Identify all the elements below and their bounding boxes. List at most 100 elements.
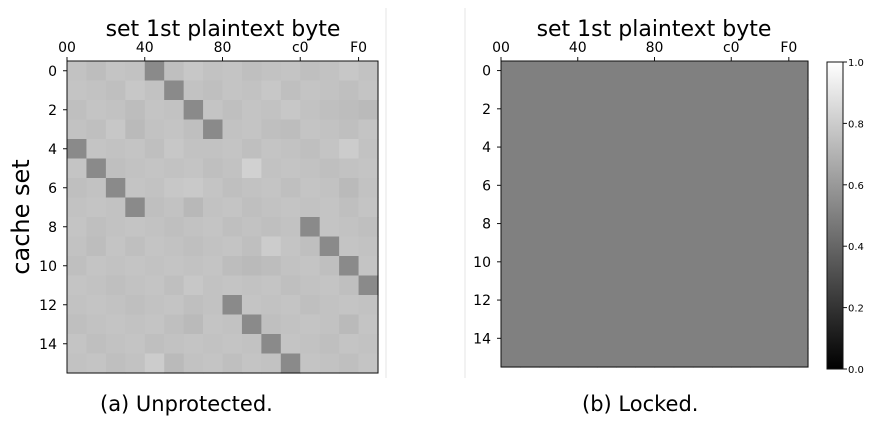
heatmap-cell xyxy=(769,214,790,234)
heatmap-cell xyxy=(261,217,282,238)
heatmap-cell xyxy=(501,118,521,139)
heatmap-cell xyxy=(319,100,340,121)
heatmap-cell xyxy=(750,118,771,139)
heatmap-cell xyxy=(164,353,185,374)
heatmap-cell xyxy=(280,80,301,101)
heatmap-cell xyxy=(692,328,713,349)
heatmap-cell xyxy=(750,175,771,196)
heatmap-cell xyxy=(358,100,379,121)
heatmap-cell xyxy=(712,175,732,196)
heatmap-cell xyxy=(339,334,360,355)
heatmap-cell xyxy=(319,295,340,316)
heatmap-cell xyxy=(339,314,360,335)
heatmap-cell xyxy=(222,139,243,160)
heatmap-cell xyxy=(125,139,146,160)
heatmap-cell xyxy=(635,137,656,158)
heatmap-cell xyxy=(673,233,694,253)
heatmap-cell xyxy=(261,178,282,199)
heatmap-cell xyxy=(654,271,675,292)
heatmap-cell xyxy=(520,194,540,215)
y-tick-labels-a: 0 2 4 6 8 10 12 14 xyxy=(39,64,67,353)
heatmap-cell xyxy=(539,61,560,81)
heatmap-cell xyxy=(712,214,732,234)
heatmap-cell xyxy=(558,214,579,234)
heatmap-cell xyxy=(712,328,732,349)
heatmap-cell xyxy=(222,236,243,257)
heatmap-cell xyxy=(144,119,165,140)
heatmap-cell xyxy=(616,347,636,368)
heatmap-cell xyxy=(203,236,224,257)
heatmap-cell xyxy=(616,214,636,234)
heatmap-cell xyxy=(300,295,321,316)
x-tick-label: F0 xyxy=(780,40,797,56)
y-tick-label: 14 xyxy=(473,331,491,347)
heatmap-cell xyxy=(788,290,809,311)
heatmap-cell xyxy=(300,139,321,160)
heatmap-cell xyxy=(712,80,732,100)
heatmap-cell xyxy=(558,290,579,311)
heatmap-cell xyxy=(125,334,146,355)
heatmap-cell xyxy=(67,236,88,257)
heatmap-cell xyxy=(673,137,694,158)
x-tick-label: 00 xyxy=(492,40,510,56)
x-tick-labels-a: 00 40 80 c0 F0 xyxy=(58,40,367,61)
heatmap-cell xyxy=(358,236,379,257)
heatmap-cell xyxy=(616,194,636,215)
heatmap-cell xyxy=(339,178,360,199)
heatmap-cell xyxy=(731,309,752,330)
heatmap-cell xyxy=(616,271,636,292)
heatmap-cell xyxy=(750,80,771,100)
heatmap-cell xyxy=(280,197,301,218)
heatmap-cell xyxy=(692,137,713,158)
heatmap-cell xyxy=(750,271,771,292)
heatmap-cell xyxy=(183,314,204,335)
heatmap-cell xyxy=(125,100,146,121)
y-tick-label: 12 xyxy=(473,293,491,309)
heatmap-cell xyxy=(788,252,809,272)
heatmap-cell xyxy=(261,353,282,374)
heatmap-cell xyxy=(692,61,713,81)
heatmap-cell xyxy=(280,295,301,316)
heatmap-cell xyxy=(520,271,540,292)
heatmap-cell xyxy=(261,314,282,335)
heatmap-cell xyxy=(67,80,88,101)
heatmap-cell xyxy=(319,334,340,355)
heatmap-cell xyxy=(654,233,675,253)
heatmap-cell xyxy=(222,178,243,199)
heatmap-cell xyxy=(692,118,713,139)
heatmap-cell xyxy=(241,139,262,160)
y-tick-label: 12 xyxy=(39,298,57,314)
heatmap-cell xyxy=(654,194,675,215)
heatmap-cell xyxy=(86,275,107,296)
heatmap-cell xyxy=(692,80,713,100)
x-tick-labels-b: 00 40 80 c0 F0 xyxy=(492,40,797,61)
heatmap-cell xyxy=(577,156,598,177)
heatmap-cell xyxy=(261,119,282,140)
heatmap-cell xyxy=(520,99,540,119)
heatmap-cell xyxy=(319,217,340,238)
heatmap-cell xyxy=(339,217,360,238)
heatmap-cell xyxy=(280,217,301,238)
heatmap-cell xyxy=(67,119,88,140)
heatmap-cell xyxy=(616,118,636,139)
heatmap-cell xyxy=(635,347,656,368)
heatmap-cell xyxy=(222,275,243,296)
heatmap-cell xyxy=(520,118,540,139)
heatmap-cell xyxy=(692,99,713,119)
heatmap-cell xyxy=(86,158,107,179)
heatmap-cell xyxy=(358,295,379,316)
heatmap-cell xyxy=(164,295,185,316)
heatmap-cell xyxy=(261,61,282,82)
heatmap-cell xyxy=(241,119,262,140)
heatmap-cell xyxy=(673,61,694,81)
heatmap-cell xyxy=(731,271,752,292)
heatmap-cell xyxy=(164,275,185,296)
colorbar-tick-label: 0.0 xyxy=(848,365,864,376)
heatmap-cell xyxy=(183,236,204,257)
heatmap-cell xyxy=(358,80,379,101)
heatmap-cell xyxy=(203,275,224,296)
heatmap-cell xyxy=(105,197,126,218)
heatmap-cell xyxy=(577,61,598,81)
heatmap-cell xyxy=(67,334,88,355)
heatmap-cell xyxy=(261,158,282,179)
